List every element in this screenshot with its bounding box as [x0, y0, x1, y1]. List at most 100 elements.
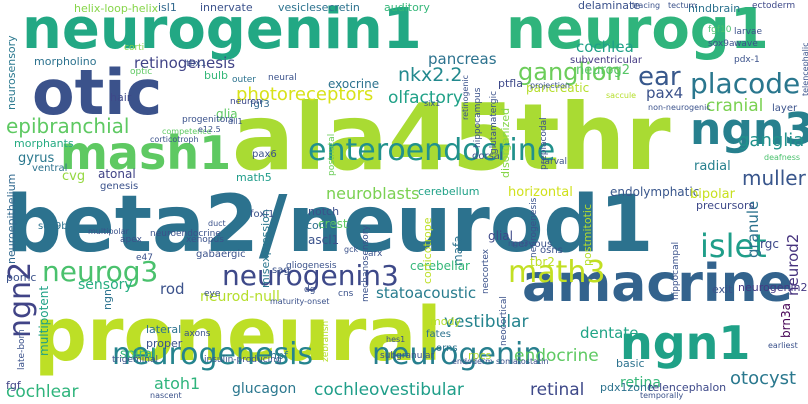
word: ventral	[32, 163, 68, 174]
word: hippocampus	[473, 87, 483, 148]
word: epibranchial	[6, 114, 130, 138]
word: neurog3	[42, 255, 159, 288]
word: earliest	[768, 341, 798, 350]
word: pancreatic	[526, 81, 590, 95]
word: proper	[146, 337, 183, 350]
word: neurog2	[576, 63, 631, 78]
word: tbr2	[530, 255, 555, 269]
word: dg	[304, 285, 316, 295]
word: dorsal	[472, 151, 503, 162]
word: osns	[540, 245, 563, 256]
word: cranial	[706, 96, 764, 116]
word: glia	[216, 107, 238, 121]
word: maturity-onset	[270, 297, 330, 306]
word: preplacodal	[539, 117, 549, 170]
word: rgc	[760, 237, 779, 251]
word: ectoderm	[752, 1, 796, 11]
word: cochlear	[6, 382, 79, 402]
word: statoacoustic	[376, 284, 477, 302]
word: nascent	[150, 391, 182, 400]
word: gyrus	[18, 151, 55, 166]
word: larvae	[734, 27, 763, 37]
word: fgf10	[708, 25, 732, 35]
word: ganglion	[518, 58, 622, 86]
word: mody	[430, 315, 461, 328]
word: corticotrope	[421, 217, 434, 284]
word: tracing	[632, 1, 661, 10]
word: neurogenin2	[738, 281, 808, 294]
word: hindbrain	[688, 2, 741, 15]
word: progenitors	[182, 115, 234, 125]
word: orns	[436, 343, 458, 354]
word: atonal	[98, 167, 136, 181]
word: telencephalic	[801, 42, 808, 97]
word: olfactory	[388, 88, 463, 108]
word: mechanosensory	[361, 225, 371, 302]
word: neurod-null	[200, 289, 280, 305]
word: sensory	[78, 277, 133, 293]
word: corti	[124, 43, 145, 53]
word: six1	[424, 99, 441, 108]
word: subventricular	[570, 55, 642, 66]
word: optic	[130, 67, 153, 77]
word: bulb	[204, 69, 228, 82]
word: fates	[426, 329, 451, 340]
word: projection	[530, 81, 570, 90]
word: ascl1	[308, 233, 340, 247]
word: ngn3	[690, 104, 808, 155]
word: hes1	[386, 335, 406, 344]
word: pdx-1	[734, 55, 760, 65]
word: disorganized	[499, 107, 512, 178]
word: cerebellum	[418, 185, 480, 198]
word: placode	[690, 67, 801, 100]
word: neocortical	[499, 296, 509, 346]
word: neurogenesis	[529, 197, 539, 258]
word: corticotroph	[150, 135, 199, 144]
word: neuroendocrine	[150, 229, 221, 239]
word: arx	[368, 249, 383, 259]
word: sox9b	[38, 221, 68, 232]
word: nkx2.2	[398, 64, 463, 86]
word: muller	[742, 166, 806, 190]
word: temporally	[640, 391, 684, 400]
word: neurogenin	[372, 337, 543, 372]
word: horizontal	[508, 185, 573, 200]
word: cns	[338, 289, 354, 299]
word: amacrine	[522, 254, 793, 314]
word: retina	[620, 375, 661, 391]
word: hpf	[270, 349, 288, 362]
word: mash1	[60, 126, 232, 180]
word: zebrafish	[321, 320, 331, 362]
word: vestibular	[444, 312, 529, 332]
word: isl1	[158, 1, 177, 14]
word: non-neurogenic	[648, 103, 711, 112]
word: precursors	[696, 199, 755, 212]
word: pdx1zone	[600, 381, 654, 394]
word: ptfla	[498, 77, 523, 90]
word: wave	[734, 39, 758, 49]
word: ngn3-	[508, 239, 532, 248]
word: ngn	[101, 289, 114, 310]
word: bipolar	[690, 187, 735, 202]
word: hair	[110, 91, 132, 104]
word: neocortex	[481, 248, 491, 294]
word: sox9a	[708, 39, 735, 49]
word: spiral	[120, 347, 156, 362]
word: pax4	[646, 84, 684, 102]
word: ear	[638, 62, 681, 92]
word: glutamatergic	[489, 90, 499, 154]
word: proneural	[34, 292, 442, 378]
word: fgf3	[250, 99, 270, 110]
word: exocrine	[328, 77, 380, 91]
word: cerebellar	[410, 259, 470, 273]
word: late-born	[17, 329, 27, 370]
word: rod	[160, 280, 185, 298]
word: neurosensory	[5, 35, 18, 110]
word: brn3a	[779, 303, 793, 338]
word: lateral	[146, 323, 182, 336]
word: apex	[120, 235, 142, 245]
word: layer	[772, 103, 798, 114]
word: enteroendocrine	[308, 133, 556, 168]
word: morpholino	[34, 55, 97, 68]
word: outer	[232, 75, 256, 85]
